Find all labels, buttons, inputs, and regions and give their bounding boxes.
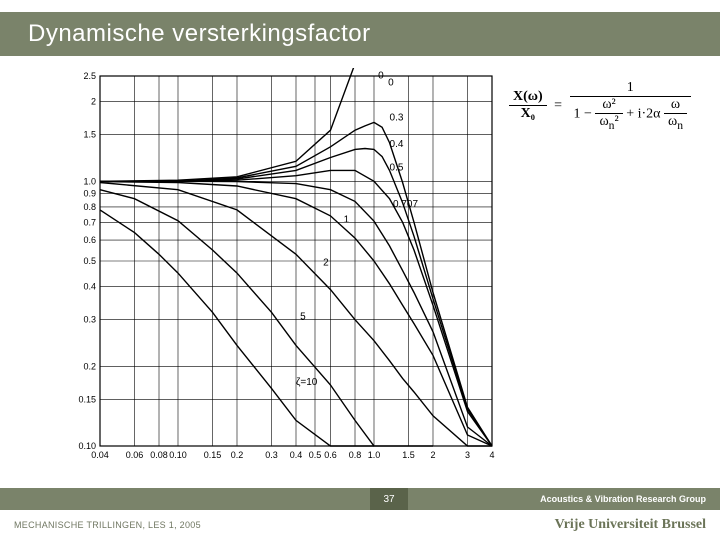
- chart-svg: 0.040.060.080.100.150.20.30.40.50.60.81.…: [60, 68, 500, 474]
- svg-text:0.7: 0.7: [83, 217, 96, 227]
- svg-text:0.5: 0.5: [83, 256, 96, 266]
- course-label: MECHANISCHE TRILLINGEN, LES 1, 2005: [14, 520, 201, 530]
- slide: Dynamische versterkingsfactor 0.04 0.06 0.…: [0, 0, 720, 540]
- svg-text:0.8: 0.8: [83, 202, 96, 212]
- svg-text:1: 1: [344, 214, 350, 225]
- amplification-chart: 0.040.060.080.100.150.20.30.40.50.60.81.…: [60, 68, 500, 474]
- svg-text:1.0: 1.0: [83, 176, 96, 186]
- formula-lhs-num: X(ω): [509, 89, 547, 106]
- research-group-label: Acoustics & Vibration Research Group: [540, 488, 706, 510]
- svg-text:0.5: 0.5: [309, 450, 322, 460]
- page-number: 37: [370, 488, 408, 510]
- svg-text:1.5: 1.5: [402, 450, 415, 460]
- university-label: Vrije Universiteit Brussel: [555, 517, 706, 533]
- svg-text:1.0: 1.0: [368, 450, 381, 460]
- formula-rhs-num: 1: [570, 80, 692, 97]
- svg-text:0.4: 0.4: [290, 450, 303, 460]
- svg-text:0: 0: [388, 78, 394, 89]
- svg-text:5: 5: [300, 312, 306, 323]
- svg-text:2: 2: [91, 97, 96, 107]
- formula-lhs: X(ω) X₀: [509, 89, 547, 122]
- svg-text:0.3: 0.3: [83, 315, 96, 325]
- svg-text:0.3: 0.3: [390, 112, 404, 123]
- svg-text:0.2: 0.2: [83, 361, 96, 371]
- footer: 37 Acoustics & Vibration Research Group …: [0, 488, 720, 540]
- svg-text:0.3: 0.3: [265, 450, 278, 460]
- svg-text:ζ=10: ζ=10: [296, 377, 318, 388]
- title-bar: Dynamische versterkingsfactor: [0, 12, 720, 56]
- formula-lhs-den: X₀: [509, 106, 547, 122]
- svg-text:0.6: 0.6: [83, 235, 96, 245]
- svg-text:0.15: 0.15: [78, 394, 96, 404]
- formula-rhs: 1 1 − ω²ωn² + i·2α ωωn: [570, 80, 692, 132]
- transfer-function-formula: X(ω) X₀ = 1 1 − ω²ωn² + i·2α ωωn: [500, 80, 700, 132]
- svg-text:0.10: 0.10: [169, 450, 187, 460]
- svg-text:0.5: 0.5: [390, 162, 404, 173]
- svg-text:0.2: 0.2: [231, 450, 244, 460]
- svg-text:3: 3: [465, 450, 470, 460]
- svg-text:4: 4: [489, 450, 494, 460]
- svg-text:0.8: 0.8: [349, 450, 362, 460]
- svg-text:2: 2: [430, 450, 435, 460]
- svg-text:0.707: 0.707: [393, 199, 418, 210]
- slide-title: Dynamische versterkingsfactor: [28, 20, 371, 48]
- svg-text:0.9: 0.9: [83, 188, 96, 198]
- footer-bottom-bar: MECHANISCHE TRILLINGEN, LES 1, 2005 Vrij…: [0, 510, 720, 540]
- svg-text:1.5: 1.5: [83, 130, 96, 140]
- svg-text:0.04: 0.04: [91, 450, 109, 460]
- svg-text:0.06: 0.06: [126, 450, 144, 460]
- svg-text:0.10: 0.10: [78, 441, 96, 451]
- svg-text:0.4: 0.4: [83, 282, 96, 292]
- svg-text:2: 2: [323, 258, 329, 269]
- footer-top-bar: 37 Acoustics & Vibration Research Group: [0, 488, 720, 510]
- svg-text:0.6: 0.6: [324, 450, 337, 460]
- equals-sign: =: [550, 98, 566, 113]
- svg-text:0.4: 0.4: [390, 139, 404, 150]
- svg-text:0.15: 0.15: [204, 450, 222, 460]
- svg-text:0.08: 0.08: [150, 450, 168, 460]
- svg-text:2.5: 2.5: [83, 71, 96, 81]
- formula-rhs-den: 1 − ω²ωn² + i·2α ωωn: [570, 97, 692, 132]
